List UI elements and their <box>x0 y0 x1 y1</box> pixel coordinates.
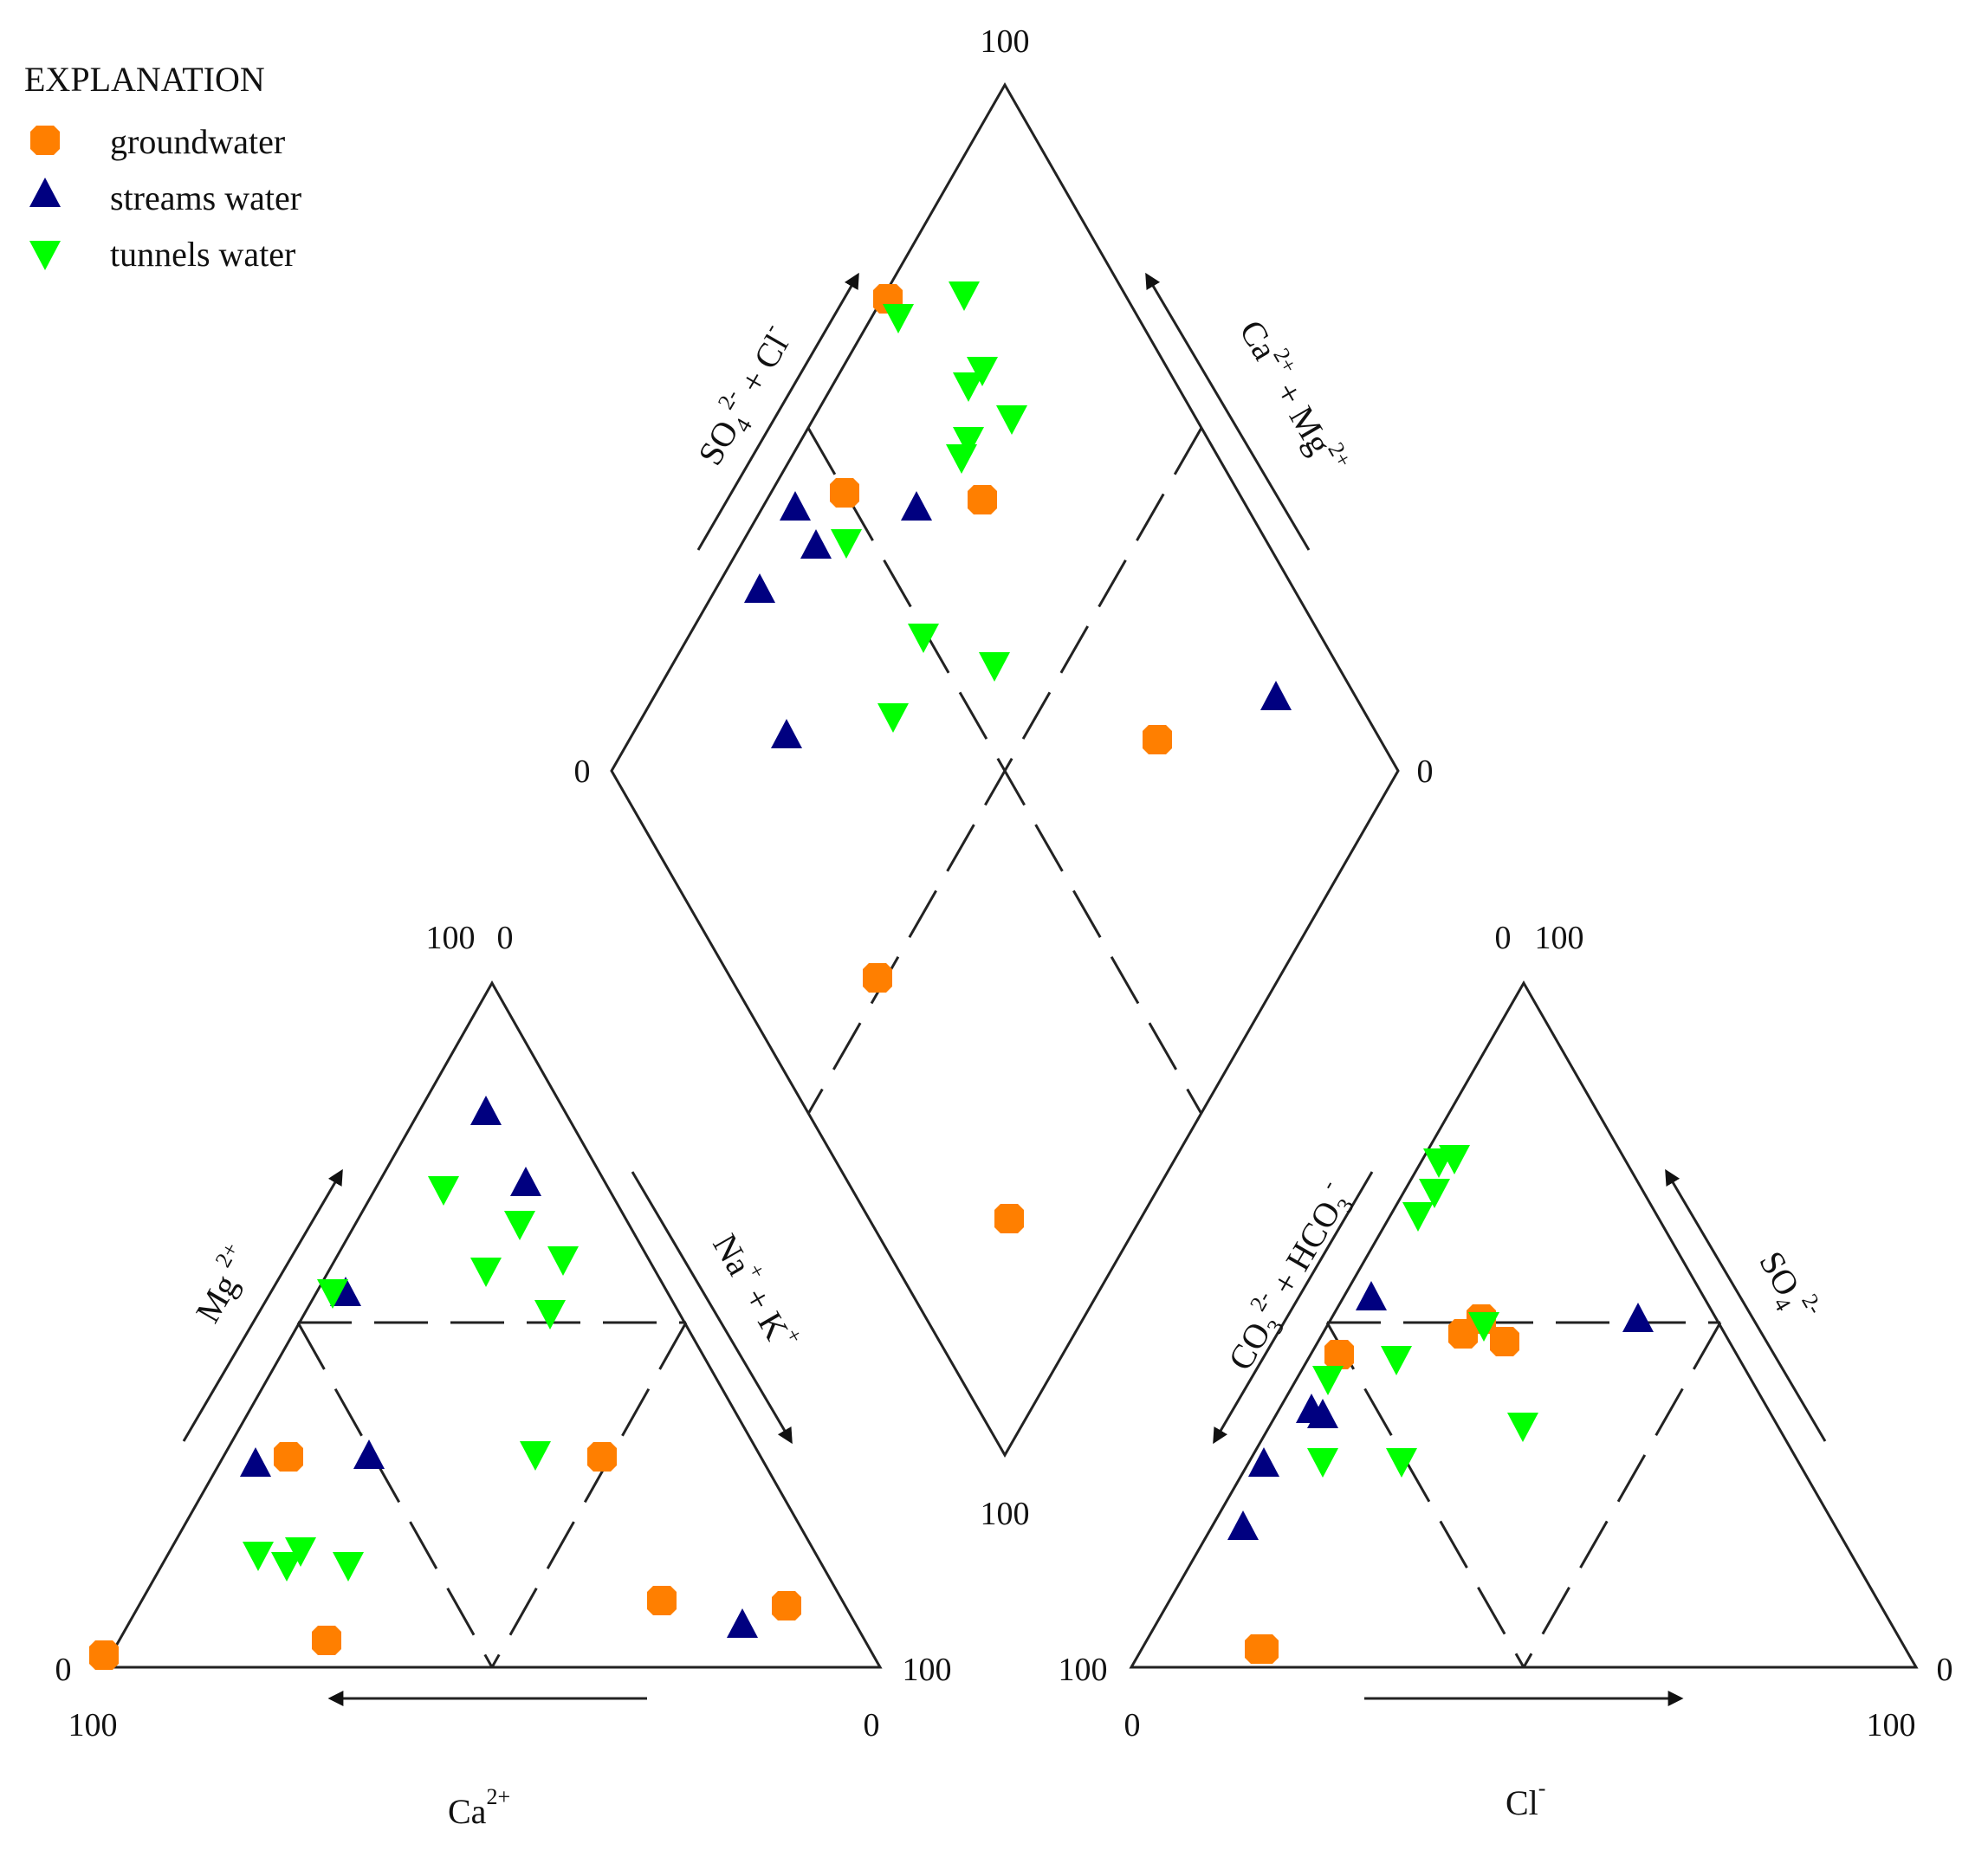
anion-right-lower-tick: 100 <box>1867 1707 1916 1743</box>
tunnels-water-point <box>243 1542 274 1571</box>
groundwater-point <box>968 485 997 514</box>
anion-left-arrow <box>1213 1171 1374 1445</box>
tunnels-water-point <box>946 444 977 474</box>
tunnels-water-marker-icon <box>29 241 61 270</box>
tunnels-water-point <box>996 405 1027 435</box>
streams-water-point <box>510 1167 541 1196</box>
anion-bottom-axis-label: Cl- <box>1506 1776 1545 1822</box>
legend-label-streams-water: streams water <box>110 178 301 217</box>
groundwater-point <box>1490 1327 1519 1356</box>
tunnels-water-point <box>831 529 862 559</box>
tunnels-water-point <box>271 1552 302 1582</box>
diamond-divider <box>806 427 1203 1115</box>
cation-apex-left-tick: 100 <box>426 920 476 956</box>
streams-water-point <box>800 529 832 559</box>
streams-water-point <box>470 1096 502 1125</box>
tunnels-water-point <box>1507 1413 1538 1442</box>
anion-apex-right-tick: 100 <box>1535 920 1584 956</box>
diamond-left-arrow <box>696 272 859 551</box>
groundwater-point <box>1324 1340 1354 1369</box>
diamond-top-tick: 100 <box>981 23 1030 60</box>
legend: EXPLANATION groundwater streams water tu… <box>24 60 301 274</box>
diamond-right-axis-label: Ca2+ + Mg2+ <box>1232 311 1357 482</box>
tunnels-water-point <box>504 1211 535 1240</box>
diamond-outline <box>610 81 1400 1459</box>
streams-water-point <box>771 719 802 748</box>
streams-water-point <box>1356 1281 1387 1310</box>
diamond-bottom-tick: 100 <box>981 1496 1030 1532</box>
groundwater-point <box>274 1442 303 1472</box>
legend-title: EXPLANATION <box>24 60 265 99</box>
cation-left-axis-label: Mg2+ <box>183 1238 262 1329</box>
tunnels-water-point <box>333 1552 364 1582</box>
streams-water-point <box>1248 1447 1279 1477</box>
anion-triangle: 0 100 100 0 0 100 CO32- + HCO3- SO42- Cl… <box>1059 920 1953 1822</box>
groundwater-point <box>772 1591 801 1620</box>
streams-water-point <box>240 1447 271 1477</box>
anion-left-upper-tick: 100 <box>1059 1652 1108 1688</box>
groundwater-point <box>647 1586 677 1615</box>
diamond-plot: 100 0 0 100 SO42- + Cl- Ca2+ + Mg2+ <box>574 23 1434 1532</box>
diamond-left-tick: 0 <box>574 754 591 790</box>
tunnels-water-point <box>1307 1448 1338 1478</box>
streams-water-marker-icon <box>29 178 61 207</box>
streams-water-point <box>1227 1510 1259 1540</box>
streams-water-point <box>901 491 932 521</box>
cation-right-upper-tick: 100 <box>903 1652 952 1688</box>
streams-water-point <box>780 491 811 521</box>
anion-divider <box>1522 1322 1722 1668</box>
anion-right-axis-label: SO42- <box>1746 1242 1828 1332</box>
cation-left-upper-tick: 0 <box>55 1652 72 1688</box>
tunnels-water-point <box>428 1176 459 1206</box>
cation-divider <box>296 1322 494 1668</box>
tunnels-water-point <box>953 372 984 402</box>
tunnels-water-point <box>1312 1366 1344 1395</box>
groundwater-point <box>863 963 892 993</box>
groundwater-point <box>312 1626 341 1655</box>
cation-right-axis-label: Na+ + K+ <box>705 1225 808 1358</box>
groundwater-point <box>89 1640 119 1670</box>
cation-right-arrow <box>631 1171 793 1445</box>
cation-right-lower-tick: 0 <box>864 1707 880 1743</box>
anion-right-arrow <box>1665 1168 1827 1442</box>
groundwater-point <box>830 478 859 508</box>
tunnels-water-point <box>534 1300 566 1329</box>
anion-apex-left-tick: 0 <box>1495 920 1512 956</box>
tunnels-water-point <box>470 1258 502 1287</box>
tunnels-water-point <box>979 652 1010 682</box>
data-points <box>89 281 1654 1670</box>
cation-bottom-axis-label: Ca2+ <box>448 1784 510 1831</box>
streams-water-point <box>727 1608 758 1638</box>
tunnels-water-point <box>1381 1346 1412 1375</box>
groundwater-point <box>994 1204 1024 1233</box>
anion-right-upper-tick: 0 <box>1937 1652 1953 1688</box>
tunnels-water-point <box>949 281 980 311</box>
diamond-right-arrow <box>1145 272 1311 551</box>
diamond-right-tick: 0 <box>1417 754 1434 790</box>
anion-divider <box>1325 1322 1525 1668</box>
anion-left-lower-tick: 0 <box>1124 1707 1141 1743</box>
tunnels-water-point <box>547 1246 579 1276</box>
groundwater-point <box>587 1442 617 1472</box>
groundwater-point <box>1143 725 1172 754</box>
groundwater-point <box>1249 1634 1279 1664</box>
tunnels-water-point <box>520 1441 551 1471</box>
cation-triangle: 100 0 0 100 100 0 Mg2+ Na+ + K+ Ca2+ <box>55 920 952 1831</box>
tunnels-water-point <box>883 304 914 333</box>
cation-apex-right-tick: 0 <box>497 920 514 956</box>
tunnels-water-point <box>877 703 909 733</box>
streams-water-point <box>353 1439 385 1469</box>
streams-water-point <box>1260 681 1292 710</box>
groundwater-marker-icon <box>30 126 60 155</box>
tunnels-water-point <box>1402 1202 1434 1232</box>
legend-label-tunnels-water: tunnels water <box>110 235 295 274</box>
cation-divider <box>490 1322 688 1668</box>
cation-left-lower-tick: 100 <box>68 1707 118 1743</box>
streams-water-point <box>1622 1303 1654 1332</box>
cation-left-arrow <box>182 1168 343 1442</box>
legend-label-groundwater: groundwater <box>110 122 285 161</box>
streams-water-point <box>744 573 775 603</box>
groundwater-point <box>1448 1319 1478 1349</box>
